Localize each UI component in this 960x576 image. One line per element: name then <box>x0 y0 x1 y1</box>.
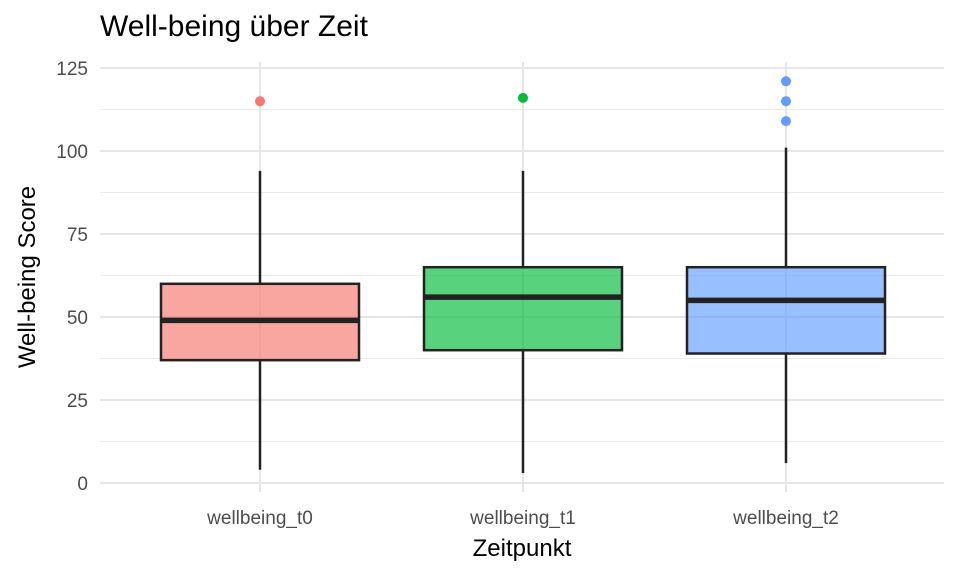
y-tick-label: 100 <box>56 142 88 163</box>
y-tick-label: 125 <box>56 59 88 80</box>
x-tick-label: wellbeing_t2 <box>732 508 839 529</box>
box-layer <box>159 76 887 474</box>
chart-title: Well-being über Zeit <box>100 10 368 43</box>
outlier-point <box>518 92 528 103</box>
outlier-point <box>255 96 265 107</box>
outlier-point <box>781 76 791 87</box>
tick-layer: 0 25 50 75 100 125 wellbeing_t0 wellbeing_t1 wel… <box>56 59 839 529</box>
x-axis-title: Zeitpunkt <box>473 535 572 562</box>
box-iqr <box>685 265 887 355</box>
x-tick-label: wellbeing_t1 <box>469 508 576 529</box>
y-tick-label: 0 <box>77 474 88 495</box>
box-iqr <box>422 265 624 352</box>
y-tick-label: 75 <box>67 225 88 246</box>
y-tick-label: 50 <box>67 308 88 329</box>
y-tick-label: 25 <box>67 391 88 412</box>
outlier-point <box>781 96 791 107</box>
y-axis-title: Well-being Score <box>14 186 41 368</box>
x-tick-label: wellbeing_t0 <box>206 508 313 529</box>
outlier-point <box>781 116 791 127</box>
